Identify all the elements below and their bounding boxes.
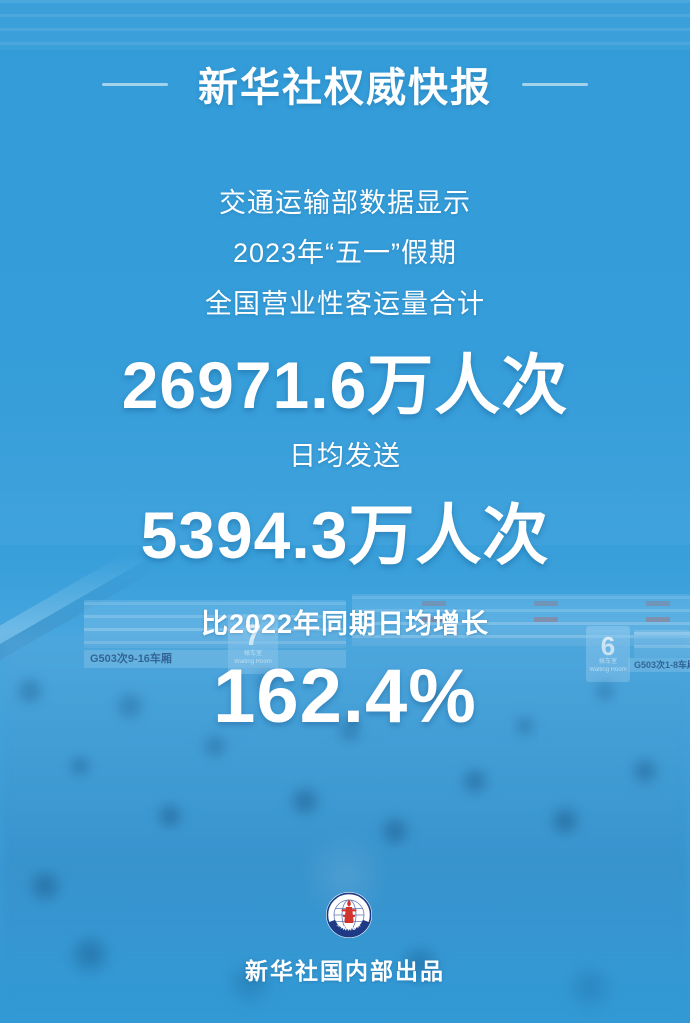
photo-bottom-fade bbox=[0, 928, 690, 1023]
credit-line: 新华社国内部出品 bbox=[245, 958, 445, 984]
intro-line-source: 交通运输部数据显示 bbox=[219, 188, 471, 218]
stat-total-value: 26971.6 bbox=[121, 348, 368, 422]
stat-total-passengers: 26971.6万人次 bbox=[0, 348, 690, 422]
title-line-right bbox=[522, 82, 588, 86]
photo-top-fade bbox=[0, 545, 690, 631]
svg-text:XINHUA: XINHUA bbox=[335, 922, 363, 933]
stat-daily-unit: 万人次 bbox=[348, 498, 550, 572]
page-title: 新华社权威快报 bbox=[198, 66, 492, 110]
stat-daily-passengers: 5394.3万人次 bbox=[0, 498, 690, 572]
header: 新华社权威快报 bbox=[0, 58, 690, 110]
label-growth: 比2022年同期日均增长 bbox=[200, 609, 490, 639]
intro-line-metric: 全国营业性客运量合计 bbox=[205, 289, 485, 319]
departure-board-strip bbox=[0, 0, 690, 50]
stat-growth-percent: 162.4% bbox=[213, 654, 477, 739]
torch-emblem bbox=[341, 899, 357, 923]
label-daily-average: 日均发送 bbox=[289, 441, 401, 471]
title-line-left bbox=[102, 82, 168, 86]
intro-line-period: 2023年“五一”假期 bbox=[232, 238, 458, 268]
logo-text: XINHUA bbox=[335, 922, 362, 933]
xinhua-logo: XINHUA bbox=[326, 892, 372, 938]
stat-daily-value: 5394.3 bbox=[140, 498, 349, 572]
stat-total-unit: 万人次 bbox=[367, 348, 569, 422]
